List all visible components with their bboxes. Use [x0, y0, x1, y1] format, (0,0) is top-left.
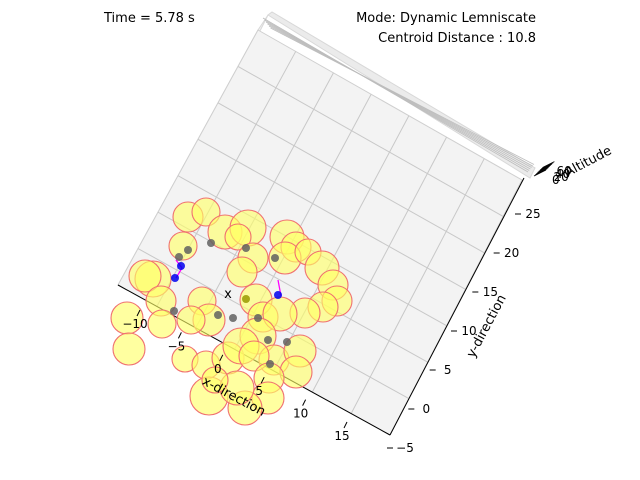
agent-dot: [283, 338, 291, 346]
y-tick-label: 25: [525, 207, 540, 221]
grid-line: [350, 158, 485, 414]
agent-sphere: [201, 366, 229, 394]
sphere-layer: [110, 197, 353, 426]
grid-line: [217, 102, 485, 254]
y-tick-label: 10: [461, 324, 476, 338]
pane-edge-line: [270, 27, 535, 165]
grid-lines: [137, 17, 535, 414]
y-tick-label: 5: [444, 363, 452, 377]
agent-sphere: [168, 231, 198, 261]
agent-dot: [242, 244, 250, 252]
agent-dot: [184, 246, 192, 254]
pane-edge-line: [262, 17, 529, 173]
x-tick-mark: [260, 376, 265, 384]
agent-sphere: [147, 309, 177, 339]
grid-line: [237, 65, 504, 217]
centroid-marker: x: [224, 287, 232, 302]
agent-dot: [214, 311, 222, 319]
agent-sphere: [128, 259, 162, 293]
z-tick-mark: [542, 161, 555, 168]
x-tick-mark: [343, 421, 348, 429]
pane-edge-line: [265, 21, 531, 170]
z-tick-mark: [533, 169, 547, 177]
y-tick-label: −5: [396, 441, 414, 455]
z-tick-mark: [538, 164, 551, 172]
agent-dot: [171, 274, 179, 282]
z-axis-label: Altitude: [562, 143, 614, 180]
agent-sphere: [176, 305, 206, 335]
time-readout: Time = 5.78 s: [104, 11, 195, 26]
z-tick-mark: [541, 162, 554, 170]
x-tick-mark: [302, 399, 307, 406]
agent-dot: [207, 239, 215, 247]
y-tick-label: 15: [483, 285, 498, 299]
agent-dot: [177, 262, 185, 270]
agent-sphere: [279, 355, 313, 389]
x-tick-mark: [177, 332, 182, 339]
agent-dot: [274, 291, 282, 299]
grid-line: [272, 115, 410, 371]
grid-line: [197, 138, 466, 290]
z-tick-mark: [537, 166, 550, 173]
z-tick-mark: [539, 163, 553, 171]
agent-dot: [254, 314, 262, 322]
agent-dot: [242, 295, 250, 303]
agent-dot: [271, 254, 279, 262]
z-tick-mark: [536, 167, 549, 174]
agent-dot: [170, 307, 178, 315]
x-tick-mark: [219, 354, 224, 362]
agent-layer: [170, 239, 291, 368]
grid-line: [195, 72, 334, 329]
mode-readout: Mode: Dynamic Lemniscate: [356, 11, 536, 26]
z-tick-mark: [535, 168, 548, 176]
back-pane-top: [267, 11, 536, 179]
agent-dot: [229, 314, 237, 322]
agent-sphere: [226, 256, 258, 288]
agent-sphere: [191, 197, 221, 227]
centroid-distance-readout: Centroid Distance : 10.8: [378, 31, 536, 46]
agent-dot: [175, 253, 183, 261]
z-tick-label: 60: [557, 164, 572, 178]
y-tick-label: 0: [423, 402, 431, 416]
z-tick-label: 20: [554, 170, 569, 184]
grid-line: [157, 211, 428, 363]
z-tick-label: 40: [555, 167, 570, 181]
agent-dot: [264, 336, 272, 344]
agent-sphere: [238, 340, 270, 372]
pane-edge-line: [264, 19, 530, 171]
agent-sphere: [224, 223, 252, 251]
grid-line: [311, 136, 448, 393]
x-tick-label: 15: [334, 429, 349, 443]
y-tick-label: 20: [504, 246, 519, 260]
z-tick-label: 0: [552, 173, 560, 187]
x-tick-mark: [136, 309, 141, 317]
agent-dot: [266, 360, 274, 368]
y-axis-line: [389, 177, 525, 436]
x-tick-label: 5: [255, 384, 263, 398]
x-tick-label: −5: [168, 339, 186, 353]
agent-sphere: [112, 332, 146, 366]
x-tick-label: 0: [214, 362, 222, 376]
x-tick-label: −10: [122, 317, 147, 331]
x-tick-label: 10: [293, 407, 308, 421]
pane-edge-line: [267, 23, 532, 168]
